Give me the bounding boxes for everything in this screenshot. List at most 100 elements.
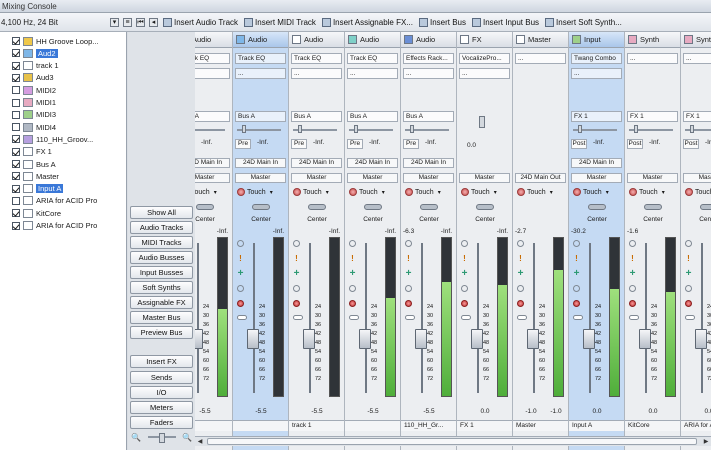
track-list-item[interactable]: Bus A (0, 158, 127, 170)
strip-header[interactable]: Input (569, 32, 624, 48)
track-visibility-checkbox[interactable] (12, 49, 20, 58)
automation-mode-select[interactable]: Touch▾ (293, 188, 329, 196)
send-target-select[interactable]: Bus A (235, 111, 286, 122)
record-arm-icon[interactable] (461, 300, 468, 307)
input-select[interactable]: 24D Main In (195, 158, 230, 168)
category-midi-tracks-button[interactable]: MIDI Tracks (130, 236, 193, 249)
insert-fx-slot[interactable]: Twang Combo (571, 53, 622, 64)
automation-mode-select[interactable]: Touch▾ (237, 188, 273, 196)
strip-track-name[interactable]: ARIA for A... (681, 420, 711, 431)
strip-track-name[interactable] (233, 420, 288, 431)
insert-fx-slot[interactable]: Track EQ (291, 53, 342, 64)
output-select[interactable]: Master (571, 173, 622, 183)
warning-icon[interactable]: ! (519, 254, 522, 263)
output-select[interactable]: Master (347, 173, 398, 183)
pre-post-toggle[interactable]: Post (571, 139, 587, 149)
track-list-item[interactable]: MIDI4 (0, 121, 127, 133)
insert-fx-slot[interactable]: ... (459, 68, 510, 79)
strip-header[interactable]: Audio (195, 32, 232, 48)
insert-fx-slot[interactable]: ... (403, 68, 454, 79)
solo-icon[interactable] (349, 285, 356, 292)
insert-input-bus-button[interactable]: Insert Input Bus (469, 15, 542, 30)
record-arm-icon[interactable] (685, 300, 692, 307)
insert-assignable-fx-button[interactable]: Insert Assignable FX... (319, 15, 416, 30)
volume-fader[interactable] (527, 329, 539, 349)
warning-icon[interactable]: ! (239, 254, 242, 263)
monitor-icon[interactable] (349, 315, 359, 320)
monitor-icon[interactable] (573, 315, 583, 320)
track-list-item[interactable]: Aud3 (0, 72, 127, 84)
section-insert-fx-button[interactable]: Insert FX (130, 355, 193, 368)
send-target-select[interactable]: Bus A (291, 111, 342, 122)
mute-icon[interactable] (293, 240, 300, 247)
pan-slider[interactable] (476, 204, 494, 210)
zoom-slider[interactable] (147, 433, 176, 443)
insert-fx-slot[interactable]: Track EQ (347, 53, 398, 64)
zoom-in-icon[interactable]: 🔍 (182, 432, 192, 442)
add-icon[interactable]: + (685, 268, 692, 279)
track-list-item[interactable]: KitCore (0, 207, 127, 219)
pan-slider[interactable] (644, 204, 662, 210)
input-select[interactable]: 24D Main In (571, 158, 622, 168)
mute-icon[interactable] (629, 240, 636, 247)
track-visibility-checkbox[interactable] (12, 37, 20, 45)
monitor-icon[interactable] (517, 315, 527, 320)
send-level-slider[interactable] (573, 129, 617, 131)
output-select[interactable]: Master (683, 173, 711, 183)
output-select[interactable]: Master (459, 173, 510, 183)
category-assignable-fx-button[interactable]: Assignable FX (130, 296, 193, 309)
automation-mode-select[interactable]: Touch▾ (685, 188, 711, 196)
track-visibility-checkbox[interactable] (12, 196, 20, 205)
add-icon[interactable]: + (461, 268, 468, 279)
pan-slider[interactable] (364, 204, 382, 210)
pre-post-toggle[interactable]: Pre (291, 139, 307, 149)
insert-audio-track-button[interactable]: Insert Audio Track (160, 15, 241, 30)
send-level-slider[interactable] (685, 129, 711, 131)
input-select[interactable]: 24D Main In (347, 158, 398, 168)
dropdown-arrow-icon[interactable]: ▾ (110, 17, 119, 27)
warning-icon[interactable]: ! (351, 254, 354, 263)
mute-icon[interactable] (517, 240, 524, 247)
send-level-thumb[interactable] (578, 125, 582, 133)
input-select[interactable]: 24D Main In (235, 158, 286, 168)
solo-icon[interactable] (517, 285, 524, 292)
insert-fx-slot[interactable]: Effects Rack... (403, 53, 454, 64)
automation-mode-select[interactable]: Touch▾ (405, 188, 441, 196)
output-select[interactable]: Master (291, 173, 342, 183)
insert-fx-slot[interactable]: VocalizePro... (459, 53, 510, 64)
insert-fx-slot[interactable]: ... (571, 68, 622, 79)
send-level-thumb[interactable] (242, 125, 246, 133)
monitor-icon[interactable] (629, 315, 639, 320)
solo-icon[interactable] (405, 285, 412, 292)
zoom-out-icon[interactable]: 🔍 (131, 432, 141, 442)
strip-header[interactable]: Audio (233, 32, 288, 48)
send-level-thumb[interactable] (354, 125, 358, 133)
pre-post-toggle[interactable]: Post (627, 139, 643, 149)
pan-slider[interactable] (252, 204, 270, 210)
track-visibility-checkbox[interactable] (12, 160, 20, 168)
add-icon[interactable]: + (517, 268, 524, 279)
volume-fader[interactable] (695, 329, 707, 349)
scroll-left-icon[interactable]: ◀ (197, 439, 203, 445)
record-arm-icon[interactable] (573, 300, 580, 307)
monitor-icon[interactable] (293, 315, 303, 320)
solo-icon[interactable] (293, 285, 300, 292)
mute-icon[interactable] (349, 240, 356, 247)
track-list-item[interactable]: Aud2 (0, 47, 127, 59)
mute-icon[interactable] (573, 240, 580, 247)
add-icon[interactable]: + (293, 268, 300, 279)
strip-header[interactable]: Synth (625, 32, 680, 48)
category-input-busses-button[interactable]: Input Busses (130, 266, 193, 279)
record-arm-icon[interactable] (349, 300, 356, 307)
automation-mode-select[interactable]: Touch▾ (629, 188, 665, 196)
monitor-icon[interactable] (405, 315, 415, 320)
add-icon[interactable]: + (349, 268, 356, 279)
volume-fader[interactable] (583, 329, 595, 349)
category-show-all-button[interactable]: Show All (130, 206, 193, 219)
send-target-select[interactable]: FX 1 (683, 111, 711, 122)
send-level-thumb[interactable] (410, 125, 414, 133)
track-list-item[interactable]: MIDI3 (0, 109, 127, 121)
skip-back-icon[interactable]: ⏮ (136, 17, 145, 27)
category-master-bus-button[interactable]: Master Bus (130, 311, 193, 324)
pan-slider[interactable] (196, 204, 214, 210)
